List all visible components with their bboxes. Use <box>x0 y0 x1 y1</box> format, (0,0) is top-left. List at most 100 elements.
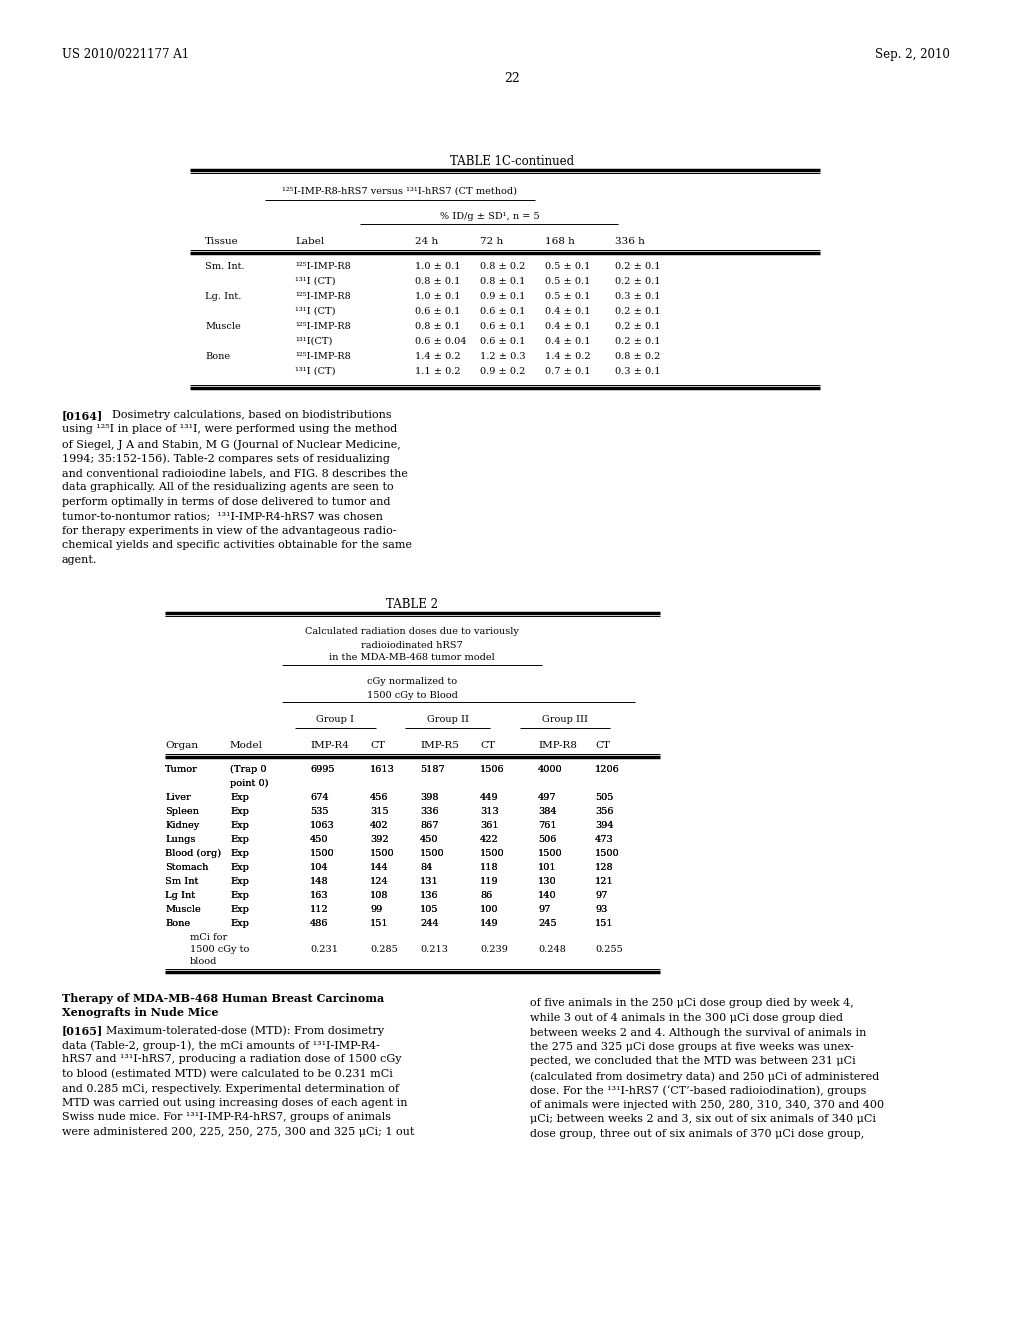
Text: Exp: Exp <box>230 862 249 871</box>
Text: Exp: Exp <box>230 891 249 899</box>
Text: 99: 99 <box>370 904 382 913</box>
Text: 394: 394 <box>595 821 613 829</box>
Text: Spleen: Spleen <box>165 807 199 816</box>
Text: Swiss nude mice. For ¹³¹I-IMP-R4-hRS7, groups of animals: Swiss nude mice. For ¹³¹I-IMP-R4-hRS7, g… <box>62 1113 391 1122</box>
Text: 1500: 1500 <box>370 849 394 858</box>
Text: 867: 867 <box>420 821 438 829</box>
Text: Spleen: Spleen <box>165 807 199 816</box>
Text: 136: 136 <box>420 891 438 899</box>
Text: 119: 119 <box>480 876 499 886</box>
Text: 674: 674 <box>310 792 329 801</box>
Text: Muscle: Muscle <box>205 322 241 331</box>
Text: 0.4 ± 0.1: 0.4 ± 0.1 <box>545 308 591 315</box>
Text: 1.0 ± 0.1: 1.0 ± 0.1 <box>415 292 461 301</box>
Text: 1500: 1500 <box>420 849 444 858</box>
Text: 356: 356 <box>595 807 613 816</box>
Text: 93: 93 <box>595 904 607 913</box>
Text: 398: 398 <box>420 792 438 801</box>
Text: 151: 151 <box>595 919 613 928</box>
Text: Maximum-tolerated-dose (MTD): From dosimetry: Maximum-tolerated-dose (MTD): From dosim… <box>106 1026 384 1036</box>
Text: Liver: Liver <box>165 792 190 801</box>
Text: 1206: 1206 <box>595 764 620 774</box>
Text: 0.8 ± 0.2: 0.8 ± 0.2 <box>480 261 525 271</box>
Text: 0.7 ± 0.1: 0.7 ± 0.1 <box>545 367 591 376</box>
Text: 384: 384 <box>538 807 557 816</box>
Text: to blood (estimated MTD) were calculated to be 0.231 mCi: to blood (estimated MTD) were calculated… <box>62 1069 393 1080</box>
Text: 0.2 ± 0.1: 0.2 ± 0.1 <box>615 261 660 271</box>
Text: 101: 101 <box>538 862 557 871</box>
Text: 244: 244 <box>420 919 438 928</box>
Text: 72 h: 72 h <box>480 238 503 246</box>
Text: 97: 97 <box>595 891 607 899</box>
Text: 402: 402 <box>370 821 389 829</box>
Text: 1500: 1500 <box>310 849 335 858</box>
Text: Exp: Exp <box>230 891 249 899</box>
Text: 84: 84 <box>420 862 432 871</box>
Text: 101: 101 <box>538 862 557 871</box>
Text: 506: 506 <box>538 834 556 843</box>
Text: of animals were injected with 250, 280, 310, 340, 370 and 400: of animals were injected with 250, 280, … <box>530 1100 884 1110</box>
Text: 398: 398 <box>420 792 438 801</box>
Text: Kidney: Kidney <box>165 821 200 829</box>
Text: 112: 112 <box>310 904 329 913</box>
Text: TABLE 1C-continued: TABLE 1C-continued <box>450 154 574 168</box>
Text: Stomach: Stomach <box>165 862 208 871</box>
Text: 244: 244 <box>420 919 438 928</box>
Text: 0.8 ± 0.2: 0.8 ± 0.2 <box>615 352 660 360</box>
Text: 1.4 ± 0.2: 1.4 ± 0.2 <box>415 352 461 360</box>
Text: 128: 128 <box>595 862 613 871</box>
Text: 1063: 1063 <box>310 821 335 829</box>
Text: 105: 105 <box>420 904 438 913</box>
Text: 497: 497 <box>538 792 557 801</box>
Text: 131: 131 <box>420 876 438 886</box>
Text: 4000: 4000 <box>538 764 562 774</box>
Text: 0.5 ± 0.1: 0.5 ± 0.1 <box>545 277 591 286</box>
Text: blood: blood <box>190 957 217 965</box>
Text: 148: 148 <box>310 876 329 886</box>
Text: 1506: 1506 <box>480 764 505 774</box>
Text: 0.3 ± 0.1: 0.3 ± 0.1 <box>615 292 660 301</box>
Text: 1500: 1500 <box>420 849 444 858</box>
Text: 0.6 ± 0.04: 0.6 ± 0.04 <box>415 337 467 346</box>
Text: Tumor: Tumor <box>165 764 198 774</box>
Text: 124: 124 <box>370 876 389 886</box>
Text: 450: 450 <box>310 834 329 843</box>
Text: 356: 356 <box>595 807 613 816</box>
Text: 0.3 ± 0.1: 0.3 ± 0.1 <box>615 367 660 376</box>
Text: 402: 402 <box>370 821 389 829</box>
Text: 108: 108 <box>370 891 388 899</box>
Text: ¹²⁵I-IMP-R8-hRS7 versus ¹³¹I-hRS7 (CT method): ¹²⁵I-IMP-R8-hRS7 versus ¹³¹I-hRS7 (CT me… <box>283 187 517 195</box>
Text: 1500: 1500 <box>538 849 562 858</box>
Text: 86: 86 <box>480 891 493 899</box>
Text: 93: 93 <box>595 904 607 913</box>
Text: Muscle: Muscle <box>165 904 201 913</box>
Text: 97: 97 <box>538 904 550 913</box>
Text: 313: 313 <box>480 807 499 816</box>
Text: chemical yields and specific activities obtainable for the same: chemical yields and specific activities … <box>62 540 412 550</box>
Text: 0.6 ± 0.1: 0.6 ± 0.1 <box>480 337 525 346</box>
Text: 4000: 4000 <box>538 764 562 774</box>
Text: Exp: Exp <box>230 904 249 913</box>
Text: Group II: Group II <box>427 715 469 725</box>
Text: 1500: 1500 <box>480 849 505 858</box>
Text: 450: 450 <box>420 834 438 843</box>
Text: 0.5 ± 0.1: 0.5 ± 0.1 <box>545 261 591 271</box>
Text: Sm Int: Sm Int <box>165 876 199 886</box>
Text: 131: 131 <box>420 876 438 886</box>
Text: ¹²⁵I-IMP-R8: ¹²⁵I-IMP-R8 <box>295 261 351 271</box>
Text: 130: 130 <box>538 876 557 886</box>
Text: 1206: 1206 <box>595 764 620 774</box>
Text: Exp: Exp <box>230 821 249 829</box>
Text: 313: 313 <box>480 807 499 816</box>
Text: 0.2 ± 0.1: 0.2 ± 0.1 <box>615 277 660 286</box>
Text: 6995: 6995 <box>310 764 335 774</box>
Text: 0.2 ± 0.1: 0.2 ± 0.1 <box>615 337 660 346</box>
Text: 392: 392 <box>370 834 389 843</box>
Text: Lungs: Lungs <box>165 834 196 843</box>
Text: 394: 394 <box>595 821 613 829</box>
Text: 361: 361 <box>480 821 499 829</box>
Text: 136: 136 <box>420 891 438 899</box>
Text: Exp: Exp <box>230 876 249 886</box>
Text: μCi; between weeks 2 and 3, six out of six animals of 340 μCi: μCi; between weeks 2 and 3, six out of s… <box>530 1114 876 1125</box>
Text: 0.8 ± 0.1: 0.8 ± 0.1 <box>415 322 461 331</box>
